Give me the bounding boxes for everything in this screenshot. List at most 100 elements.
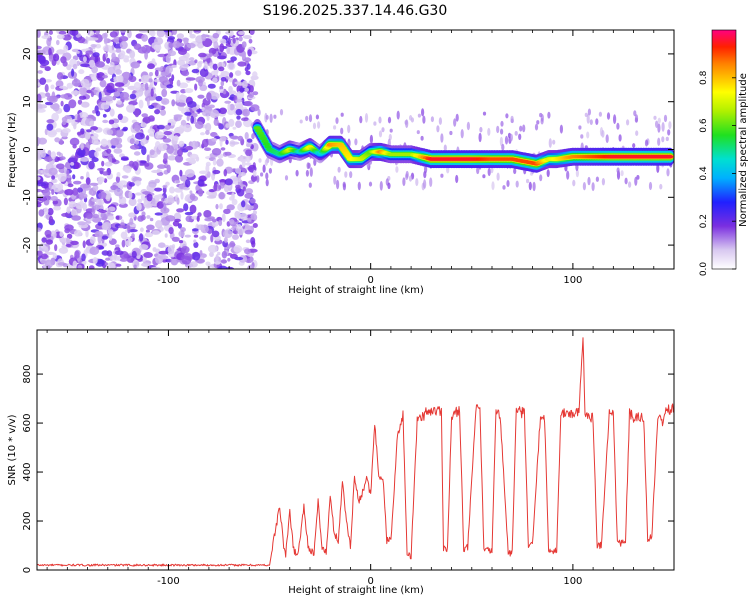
noise-blob [201, 109, 211, 117]
noise-blob [71, 68, 75, 77]
noise-blob [127, 225, 131, 234]
ridge-speckle [657, 117, 661, 124]
noise-blob [118, 36, 129, 42]
noise-blob [92, 213, 99, 219]
noise-blob [232, 230, 238, 235]
ridge-speckle [466, 121, 470, 131]
noise-blob [119, 258, 128, 262]
noise-blob [48, 215, 54, 224]
ridge-speckle [317, 121, 321, 129]
noise-blob [209, 92, 220, 100]
noise-blob [139, 244, 149, 250]
noise-blob [124, 97, 129, 101]
noise-blob [162, 56, 166, 62]
ridge-speckle [616, 167, 620, 174]
noise-blob [156, 125, 166, 130]
ridge-speckle [312, 122, 317, 130]
noise-blob [73, 180, 82, 185]
noise-blob [237, 211, 241, 220]
noise-blob [172, 220, 180, 227]
noise-blob [201, 235, 207, 241]
noise-blob [173, 114, 183, 118]
ridge-speckle [587, 176, 591, 186]
noise-blob [244, 132, 249, 140]
ridge-speckle [378, 116, 382, 124]
spectrogram-x-axis: -100 0 100 [46, 30, 675, 286]
ridge-speckle [308, 182, 312, 188]
noise-blob [177, 148, 183, 157]
ridge-speckle [455, 113, 459, 122]
noise-blob [175, 91, 180, 101]
noise-blob [247, 49, 252, 57]
noise-blob [232, 234, 239, 240]
noise-blob [54, 137, 61, 143]
noise-blob [37, 176, 41, 181]
noise-blob [167, 245, 175, 255]
noise-blob [218, 219, 223, 226]
noise-blob [166, 84, 174, 89]
noise-blob [97, 176, 105, 183]
noise-blob [143, 252, 153, 258]
noise-blob [109, 31, 118, 38]
noise-blob [156, 201, 164, 209]
noise-blob [235, 167, 242, 174]
ridge-speckle [347, 124, 351, 134]
ridge-speckle [265, 172, 269, 180]
noise-blob [90, 91, 94, 98]
noise-blob [233, 245, 243, 253]
noise-blob [165, 215, 176, 222]
noise-blob [50, 84, 55, 90]
ridge-speckle [591, 182, 595, 192]
noise-blob [102, 171, 109, 176]
ridge-speckle [305, 115, 309, 122]
noise-blob [51, 178, 58, 184]
ridge-speckle [262, 164, 266, 173]
ridge-speckle [626, 119, 630, 126]
noise-blob [113, 76, 118, 81]
ridge-speckle [279, 109, 284, 116]
noise-blob [44, 66, 51, 72]
noise-blob [163, 131, 173, 136]
noise-blob [250, 213, 257, 220]
noise-blob [109, 108, 115, 117]
noise-blob [211, 230, 220, 238]
noise-blob [89, 120, 95, 127]
noise-blob [101, 160, 105, 167]
ridge-speckle [572, 179, 576, 187]
ridge-speckle [443, 144, 447, 152]
noise-blob [102, 222, 112, 231]
noise-blob [176, 33, 184, 39]
ridge-speckle [422, 115, 426, 124]
noise-blob [78, 69, 85, 75]
noise-blob [232, 126, 237, 130]
noise-blob [37, 45, 42, 50]
noise-blob [153, 194, 164, 200]
ridge-speckle [420, 135, 424, 141]
noise-blob [145, 229, 150, 233]
noise-blob [98, 246, 105, 250]
noise-blob [129, 138, 135, 145]
ridge-speckle [264, 159, 268, 166]
noise-blob [51, 175, 55, 180]
y-tick-label: -10 [22, 189, 33, 205]
noise-blob [162, 184, 168, 189]
noise-blob [141, 113, 148, 118]
noise-blob [105, 85, 113, 90]
ridge-speckle [335, 117, 339, 124]
noise-blob [222, 229, 233, 239]
noise-blob [37, 202, 42, 208]
noise-blob [70, 240, 79, 246]
noise-blob [37, 227, 42, 232]
noise-blob [133, 151, 141, 156]
noise-blob [207, 244, 218, 253]
noise-blob [98, 91, 102, 101]
noise-blob [184, 169, 195, 178]
noise-blob [161, 88, 168, 98]
ridge-speckle [575, 169, 580, 178]
ridge-speckle [655, 120, 659, 128]
ridge-speckle [504, 135, 509, 145]
noise-blob [64, 189, 74, 196]
noise-blob [250, 237, 256, 245]
noise-blob [60, 94, 69, 99]
